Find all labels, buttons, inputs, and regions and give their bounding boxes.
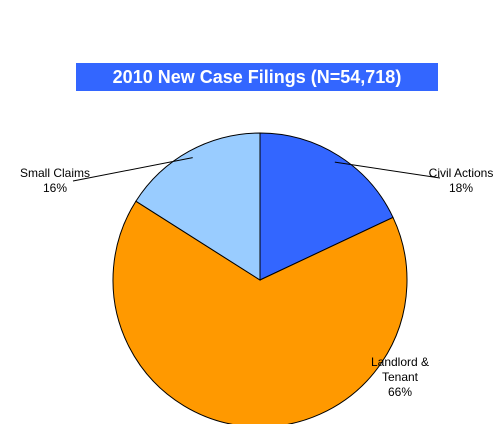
pie-slice [112,200,408,424]
slice-label: Small Claims 16% [10,166,100,196]
value-label: 66% [387,385,413,399]
category-label: Small Claims [19,166,90,180]
slice-label: Civil Actions 18% [416,166,503,196]
pie-slice [259,132,394,281]
leader-line [334,161,441,179]
slice-label: Landlord & Tenant 66% [370,355,430,400]
chart-title: 2010 New Case Filings (N=54,718) [76,63,438,91]
leader-line [72,157,193,182]
category-label: Civil Actions [428,166,494,180]
pie-slice [135,132,261,281]
value-label: 18% [448,181,474,195]
category-label: Landlord & Tenant [370,355,430,384]
value-label: 16% [42,181,68,195]
